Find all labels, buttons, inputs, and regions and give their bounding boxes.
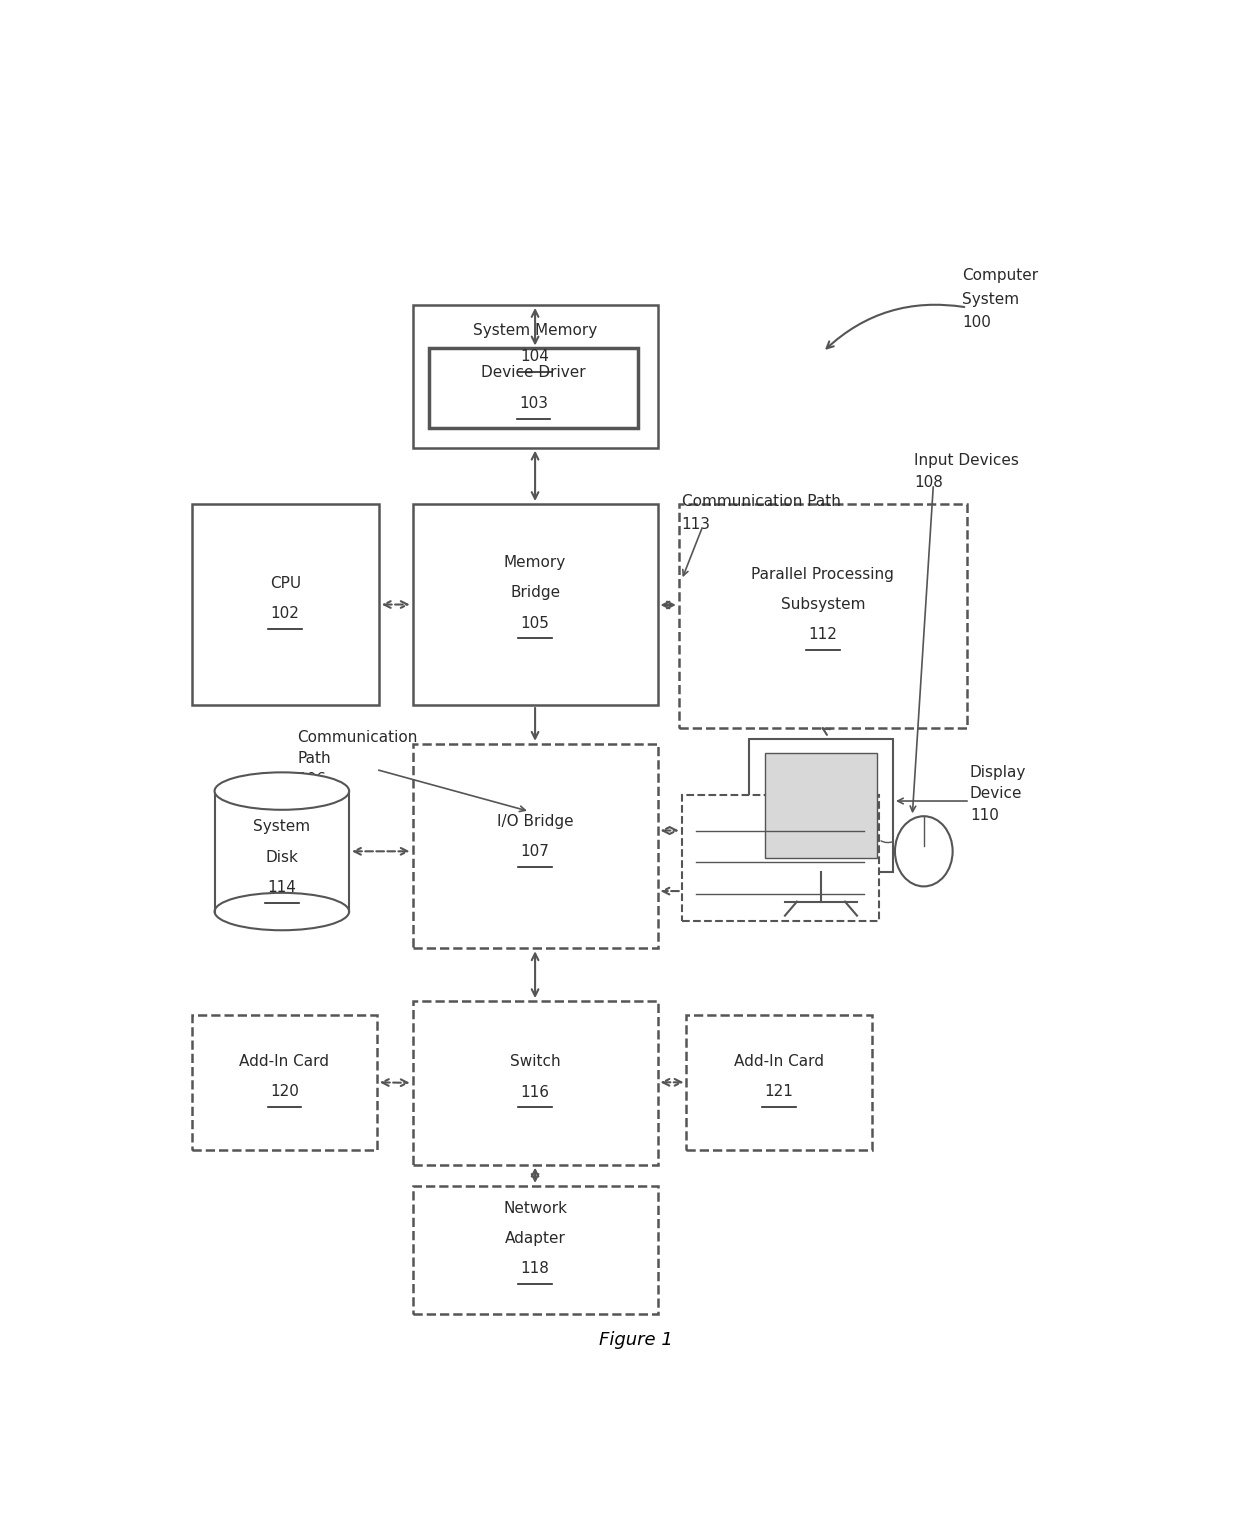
FancyBboxPatch shape xyxy=(682,794,879,922)
FancyBboxPatch shape xyxy=(749,740,893,872)
FancyBboxPatch shape xyxy=(191,504,379,705)
Text: 105: 105 xyxy=(521,615,549,630)
FancyBboxPatch shape xyxy=(413,1001,657,1165)
Text: Disk: Disk xyxy=(265,849,299,864)
FancyBboxPatch shape xyxy=(429,348,639,428)
Text: 102: 102 xyxy=(270,606,300,621)
FancyBboxPatch shape xyxy=(678,504,967,729)
Text: System Memory: System Memory xyxy=(472,324,598,339)
FancyBboxPatch shape xyxy=(765,753,877,858)
Text: 118: 118 xyxy=(521,1261,549,1276)
Text: Display: Display xyxy=(970,766,1027,781)
Text: Input Devices: Input Devices xyxy=(914,453,1019,468)
FancyBboxPatch shape xyxy=(191,1015,377,1150)
Text: Switch: Switch xyxy=(510,1054,560,1069)
Text: Device: Device xyxy=(970,787,1023,802)
Text: Subsystem: Subsystem xyxy=(781,597,866,612)
Text: Communication Path: Communication Path xyxy=(682,494,841,509)
Text: Figure 1: Figure 1 xyxy=(599,1331,672,1349)
Text: I/O Bridge: I/O Bridge xyxy=(497,814,573,829)
Text: 100: 100 xyxy=(962,314,991,330)
Text: 113: 113 xyxy=(682,518,711,533)
Text: Parallel Processing: Parallel Processing xyxy=(751,567,894,582)
FancyBboxPatch shape xyxy=(687,1015,872,1150)
Text: System: System xyxy=(253,819,310,834)
Text: Bridge: Bridge xyxy=(510,585,560,600)
Text: Add-In Card: Add-In Card xyxy=(239,1054,330,1069)
Text: Network: Network xyxy=(503,1200,567,1215)
Text: 107: 107 xyxy=(521,845,549,860)
Text: Device Driver: Device Driver xyxy=(481,366,587,380)
Text: 116: 116 xyxy=(521,1085,549,1100)
Text: CPU: CPU xyxy=(269,576,301,591)
Text: 110: 110 xyxy=(970,808,998,823)
Ellipse shape xyxy=(215,893,350,930)
FancyBboxPatch shape xyxy=(413,744,657,948)
Text: Computer: Computer xyxy=(962,269,1038,284)
Text: 114: 114 xyxy=(268,880,296,895)
Text: 104: 104 xyxy=(521,349,549,365)
FancyBboxPatch shape xyxy=(413,504,657,705)
Text: Communication: Communication xyxy=(298,731,418,746)
Text: 120: 120 xyxy=(270,1085,299,1100)
Text: 106: 106 xyxy=(298,773,326,787)
Text: Add-In Card: Add-In Card xyxy=(734,1054,825,1069)
Text: 112: 112 xyxy=(808,627,837,643)
Text: Memory: Memory xyxy=(503,554,567,570)
Text: Path: Path xyxy=(298,752,331,767)
FancyBboxPatch shape xyxy=(215,791,350,911)
FancyBboxPatch shape xyxy=(413,1186,657,1314)
FancyBboxPatch shape xyxy=(413,305,657,448)
Text: 108: 108 xyxy=(914,475,944,491)
Ellipse shape xyxy=(215,772,350,810)
Text: 121: 121 xyxy=(765,1085,794,1100)
Circle shape xyxy=(895,816,952,887)
Text: Adapter: Adapter xyxy=(505,1230,565,1246)
Text: System: System xyxy=(962,292,1019,307)
Text: 103: 103 xyxy=(520,396,548,410)
